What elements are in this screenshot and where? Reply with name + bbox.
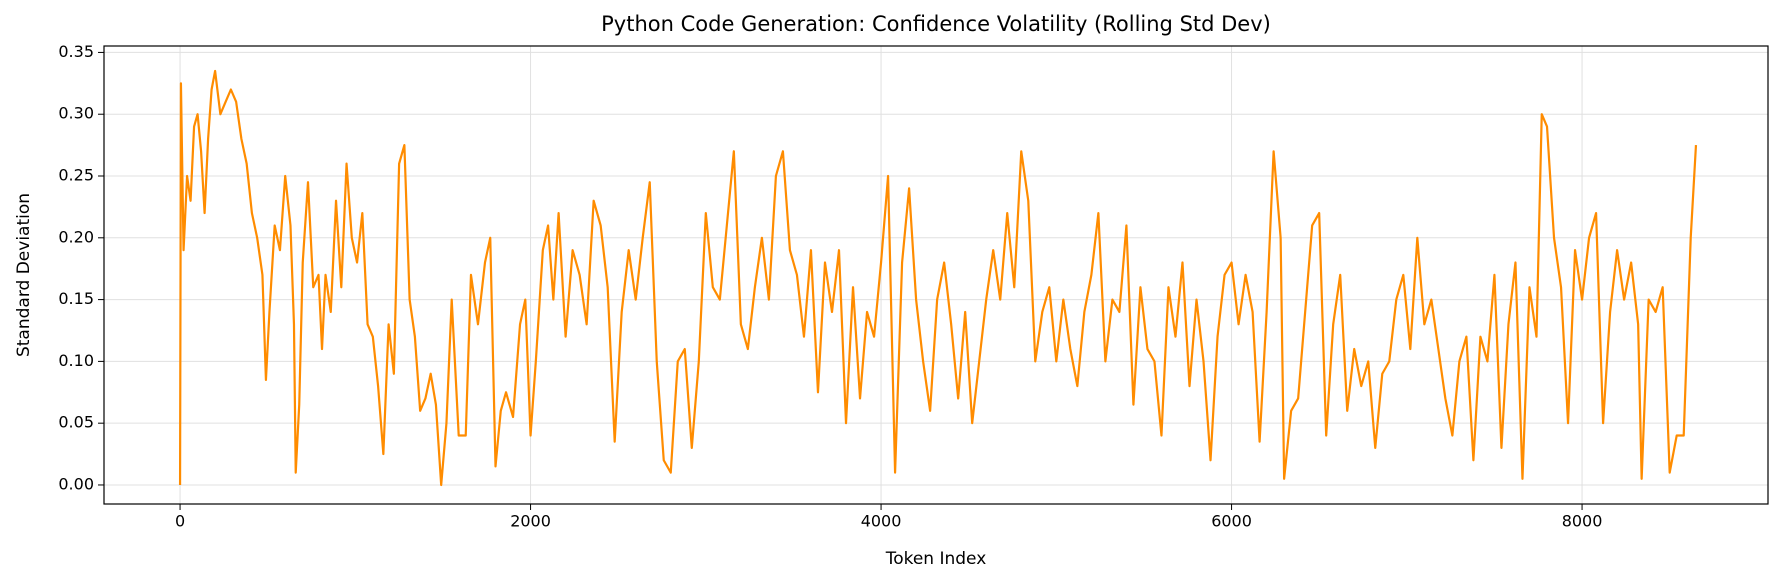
y-tick-label: 0.30 (58, 104, 94, 123)
plot-frame (103, 45, 1769, 505)
x-tick-label: 4000 (861, 512, 902, 531)
x-tick-label: 2000 (510, 512, 551, 531)
y-tick-label: 0.05 (58, 413, 94, 432)
chart-title: Python Code Generation: Confidence Volat… (601, 12, 1271, 36)
x-tick-label: 8000 (1562, 512, 1603, 531)
y-tick-label: 0.10 (58, 351, 94, 370)
y-tick-label: 0.20 (58, 227, 94, 246)
y-tick-label: 0.15 (58, 289, 94, 308)
y-tick-label: 0.00 (58, 474, 94, 493)
y-axis-label: Standard Deviation (14, 193, 34, 357)
y-tick-label: 0.25 (58, 166, 94, 185)
y-tick-label: 0.35 (58, 42, 94, 61)
x-tick-label: 0 (175, 512, 185, 531)
x-tick-label: 6000 (1211, 512, 1252, 531)
data-line (178, 69, 1698, 487)
x-axis-label: Token Index (885, 549, 987, 569)
